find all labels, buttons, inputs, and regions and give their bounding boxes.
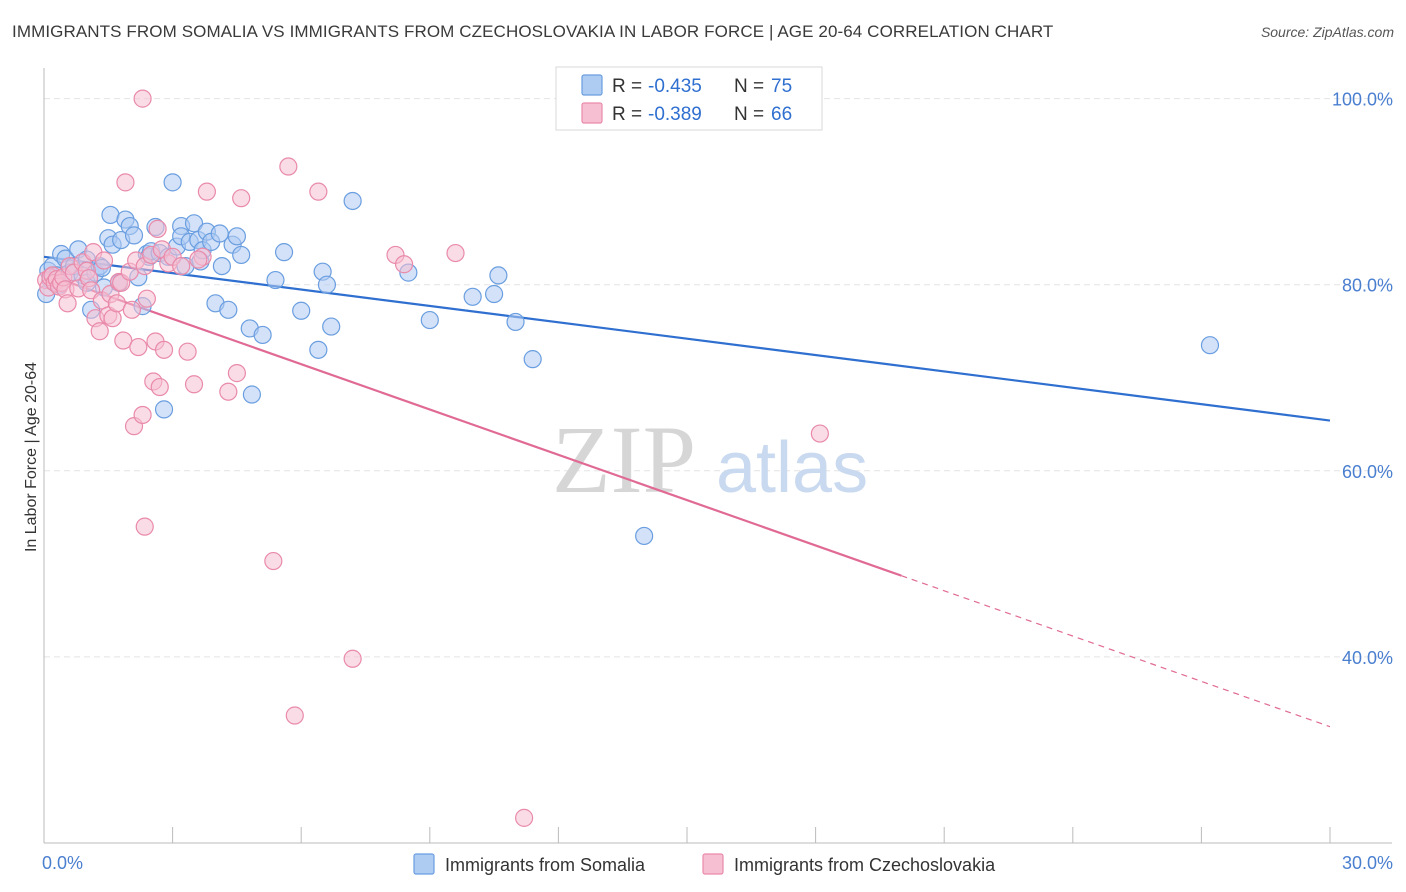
legend-n-label-czechoslovakia: N = bbox=[734, 104, 764, 125]
point-czechoslovakia bbox=[137, 289, 156, 308]
legend-n-value-somalia: 75 bbox=[771, 76, 792, 97]
series-legend: Immigrants from Somalia Immigrants from … bbox=[413, 853, 996, 875]
legend-n-value-czechoslovakia: 66 bbox=[771, 104, 792, 125]
trend-line-czechoslovakia bbox=[43, 272, 902, 577]
point-czechoslovakia bbox=[133, 89, 152, 108]
trend-lines bbox=[43, 255, 1331, 728]
point-czechoslovakia bbox=[148, 219, 167, 238]
source-credit: Source: ZipAtlas.com bbox=[1260, 24, 1394, 40]
point-czechoslovakia bbox=[343, 649, 362, 668]
data-points bbox=[37, 89, 1220, 827]
x-tick-label-min: 0.0% bbox=[42, 853, 83, 873]
series-legend-label-somalia: Immigrants from Somalia bbox=[445, 855, 646, 875]
point-czechoslovakia bbox=[150, 377, 169, 397]
point-czechoslovakia bbox=[122, 300, 141, 319]
legend-r-value-somalia: -0.435 bbox=[648, 76, 702, 97]
point-somalia bbox=[154, 400, 174, 419]
point-somalia bbox=[1200, 336, 1220, 355]
point-czechoslovakia bbox=[285, 706, 304, 725]
point-czechoslovakia bbox=[394, 255, 414, 274]
point-czechoslovakia bbox=[172, 256, 191, 276]
point-czechoslovakia bbox=[94, 251, 114, 270]
x-tick-label-max: 30.0% bbox=[1342, 853, 1393, 873]
point-somalia bbox=[635, 526, 654, 546]
point-somalia bbox=[184, 214, 204, 233]
watermark-atlas: atlas bbox=[716, 428, 868, 508]
point-czechoslovakia bbox=[129, 337, 148, 357]
point-czechoslovakia bbox=[189, 250, 208, 269]
legend-swatch-somalia bbox=[581, 74, 603, 96]
point-somalia bbox=[227, 227, 246, 246]
series-legend-swatch-czechoslovakia bbox=[702, 853, 724, 875]
point-somalia bbox=[309, 340, 328, 359]
point-czechoslovakia bbox=[114, 331, 133, 350]
legend-r-value-czechoslovakia: -0.389 bbox=[648, 104, 702, 125]
point-czechoslovakia bbox=[309, 182, 328, 201]
point-somalia bbox=[485, 284, 504, 304]
point-czechoslovakia bbox=[279, 157, 298, 176]
point-czechoslovakia bbox=[227, 364, 246, 383]
series-legend-label-czechoslovakia: Immigrants from Czechoslovakia bbox=[734, 855, 996, 875]
chart-title: IMMIGRANTS FROM SOMALIA VS IMMIGRANTS FR… bbox=[12, 22, 1054, 41]
axes bbox=[43, 68, 1392, 844]
point-czechoslovakia bbox=[232, 189, 251, 208]
grid-lines bbox=[44, 98, 1392, 658]
x-tick-labels: 0.0% 30.0% bbox=[42, 853, 1393, 873]
y-tick-label: 40.0% bbox=[1342, 648, 1393, 668]
point-somalia bbox=[266, 270, 285, 290]
point-somalia bbox=[242, 385, 262, 404]
stats-legend: R = -0.435 N = 75 R = -0.389 N = 66 bbox=[555, 66, 823, 131]
point-somalia bbox=[317, 275, 337, 294]
point-somalia bbox=[420, 310, 439, 330]
point-czechoslovakia bbox=[116, 173, 135, 192]
point-somalia bbox=[124, 226, 144, 245]
y-tick-label: 100.0% bbox=[1332, 90, 1393, 110]
point-czechoslovakia bbox=[219, 382, 238, 401]
point-somalia bbox=[463, 287, 482, 306]
point-czechoslovakia bbox=[90, 322, 109, 341]
point-czechoslovakia bbox=[135, 517, 154, 536]
point-somalia bbox=[163, 173, 182, 192]
point-czechoslovakia bbox=[515, 808, 534, 827]
trend-line-somalia bbox=[43, 255, 1331, 422]
legend-r-label-czechoslovakia: R = bbox=[612, 104, 642, 125]
point-somalia bbox=[343, 191, 362, 211]
legend-r-label-somalia: R = bbox=[612, 76, 642, 97]
point-somalia bbox=[212, 256, 231, 276]
point-somalia bbox=[253, 325, 272, 345]
point-czechoslovakia bbox=[810, 424, 829, 443]
point-somalia bbox=[292, 301, 311, 320]
point-czechoslovakia bbox=[107, 294, 126, 313]
series-legend-swatch-somalia bbox=[413, 853, 435, 875]
point-somalia bbox=[219, 300, 238, 319]
point-somalia bbox=[489, 266, 508, 285]
point-czechoslovakia bbox=[154, 340, 174, 359]
y-tick-label: 60.0% bbox=[1342, 462, 1393, 482]
point-somalia bbox=[274, 243, 294, 262]
point-czechoslovakia bbox=[446, 243, 465, 263]
y-axis-label: In Labor Force | Age 20-64 bbox=[23, 362, 40, 552]
point-somalia bbox=[101, 205, 120, 225]
point-somalia bbox=[523, 350, 542, 369]
y-tick-label: 80.0% bbox=[1342, 276, 1393, 296]
point-czechoslovakia bbox=[58, 294, 77, 313]
watermark: ZIP atlas bbox=[552, 406, 868, 513]
point-somalia bbox=[506, 312, 525, 332]
legend-swatch-czechoslovakia bbox=[581, 102, 603, 124]
point-czechoslovakia bbox=[184, 375, 204, 394]
point-somalia bbox=[322, 317, 341, 336]
legend-n-label-somalia: N = bbox=[734, 76, 764, 97]
point-czechoslovakia bbox=[264, 551, 283, 571]
trend-line-czechoslovakia-extension bbox=[901, 575, 1331, 728]
point-czechoslovakia bbox=[178, 342, 197, 361]
point-czechoslovakia bbox=[133, 405, 152, 425]
point-czechoslovakia bbox=[197, 182, 216, 201]
y-tick-labels: 40.0% 60.0% 80.0% 100.0% bbox=[1332, 90, 1393, 668]
point-somalia bbox=[232, 245, 251, 265]
